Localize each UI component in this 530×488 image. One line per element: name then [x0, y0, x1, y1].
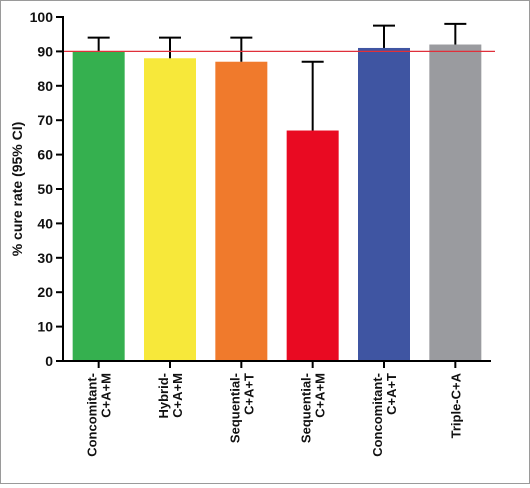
x-tick-label-2-line-2: C+A+M	[170, 373, 185, 418]
x-tick-label-3-line-1: Sequential-	[227, 373, 242, 443]
x-tick-label-5: Concomitant- C+A+T	[370, 373, 399, 457]
y-tick-label-80: 80	[37, 78, 53, 94]
y-tick-label-0: 0	[45, 353, 53, 369]
y-tick-label-30: 30	[37, 250, 53, 266]
x-tick-label-4-line-1: Sequential-	[299, 373, 314, 443]
y-tick-label-10: 10	[37, 319, 53, 335]
y-tick-label-90: 90	[37, 43, 53, 59]
x-tick-label-6: Triple-C+A	[448, 372, 463, 438]
y-axis-label: % cure rate (95% CI)	[9, 122, 25, 257]
y-tick-label-70: 70	[37, 112, 53, 128]
bar-4	[286, 130, 339, 361]
y-tick-label-20: 20	[37, 284, 53, 300]
x-tick-label-6-line-1: Triple-C+A	[448, 372, 463, 438]
x-tick-label-4-line-2: C+A+M	[313, 373, 328, 418]
bar-6	[429, 44, 482, 362]
bars-layer	[72, 44, 482, 362]
bar-1	[72, 51, 125, 362]
x-tick-label-1: Concomitant- C+A+M	[85, 373, 114, 457]
bar-5	[358, 47, 410, 362]
error-bars-layer	[87, 22, 467, 131]
x-tick-label-1-line-2: C+A+M	[99, 373, 114, 418]
x-tick-label-4: Sequential- C+A+M	[299, 373, 328, 443]
x-tick-label-3: Sequential- C+A+T	[227, 373, 256, 443]
y-tick-label-50: 50	[37, 181, 53, 197]
x-tick-label-2: Hybrid- C+A+M	[156, 373, 185, 419]
axes-layer: Concomitant- C+A+M Hybrid- C+A+M Sequential-…	[30, 9, 491, 457]
x-tick-label-2-line-1: Hybrid-	[156, 373, 171, 419]
x-tick-label-1-line-1: Concomitant-	[85, 373, 100, 457]
x-tick-label-5-line-1: Concomitant-	[370, 373, 385, 457]
bar-3	[215, 61, 268, 361]
y-tick-label-60: 60	[37, 147, 53, 163]
x-tick-label-5-line-2: C+A+T	[384, 373, 399, 415]
y-tick-label-40: 40	[37, 215, 53, 231]
y-tick-label-100: 100	[30, 9, 54, 25]
x-tick-label-3-line-2: C+A+T	[241, 373, 256, 415]
bar-2	[144, 58, 196, 361]
